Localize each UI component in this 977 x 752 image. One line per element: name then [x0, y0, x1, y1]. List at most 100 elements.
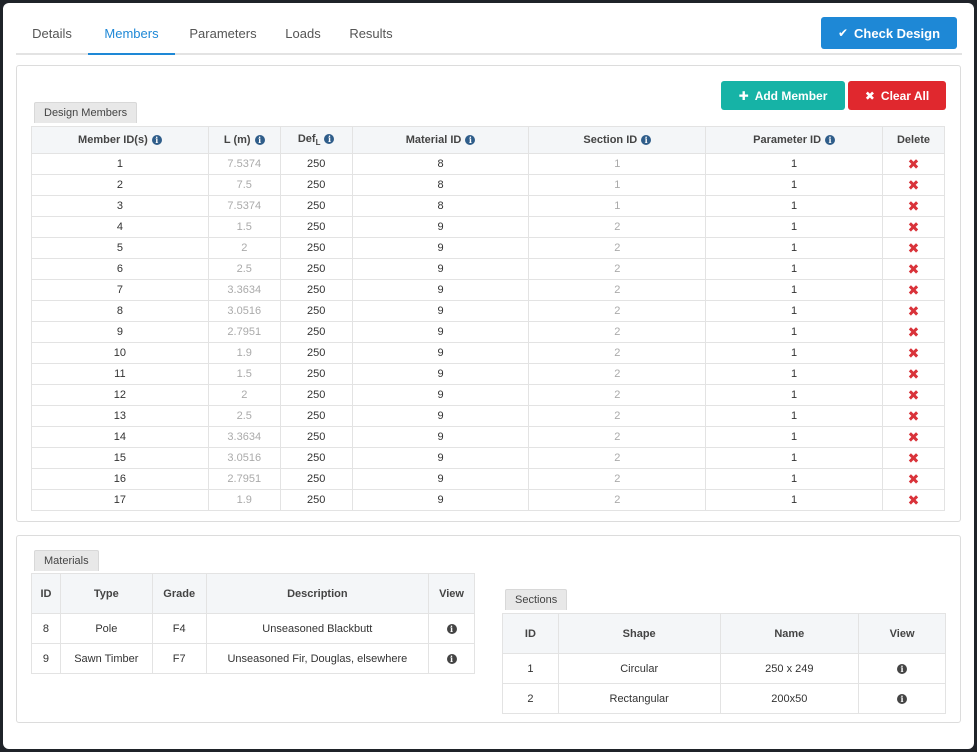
info-icon[interactable]: i [641, 135, 652, 146]
delete-x-icon[interactable]: ✖ [907, 449, 920, 466]
def-cell[interactable]: 250 [279, 216, 353, 238]
delete-x-icon[interactable]: ✖ [907, 386, 920, 403]
parameter-id-cell[interactable]: 1 [705, 447, 883, 469]
def-cell[interactable]: 250 [279, 468, 353, 490]
delete-x-icon[interactable]: ✖ [907, 239, 920, 256]
tab-details[interactable]: Details [32, 26, 72, 41]
member-id-cell[interactable]: 15 [31, 447, 209, 469]
def-cell[interactable]: 250 [279, 279, 353, 301]
parameter-id-cell[interactable]: 1 [705, 384, 883, 406]
parameter-id-cell[interactable]: 1 [705, 216, 883, 238]
material-id-cell[interactable]: 9 [351, 426, 530, 448]
material-id-cell[interactable]: 9 [351, 258, 530, 280]
add-member-button[interactable]: ✚ Add Member [721, 81, 845, 110]
delete-x-icon[interactable]: ✖ [907, 302, 920, 319]
check-design-button[interactable]: ✔ Check Design [821, 17, 957, 49]
member-id-cell[interactable]: 12 [31, 384, 209, 406]
def-cell[interactable]: 250 [279, 489, 353, 511]
tab-members[interactable]: Members [88, 17, 175, 55]
delete-x-icon[interactable]: ✖ [907, 344, 920, 361]
parameter-id-cell[interactable]: 1 [705, 300, 883, 322]
parameter-id-cell[interactable]: 1 [705, 258, 883, 280]
parameter-id-cell[interactable]: 1 [705, 468, 883, 490]
parameter-id-cell[interactable]: 1 [705, 153, 883, 175]
parameter-id-cell[interactable]: 1 [705, 405, 883, 427]
material-id-cell[interactable]: 9 [351, 216, 530, 238]
member-id-cell[interactable]: 16 [31, 468, 209, 490]
material-id-cell[interactable]: 8 [351, 153, 530, 175]
material-id-cell[interactable]: 9 [351, 468, 530, 490]
member-id-cell[interactable]: 4 [31, 216, 209, 238]
material-id-cell[interactable]: 9 [351, 342, 530, 364]
def-cell[interactable]: 250 [279, 363, 353, 385]
info-icon[interactable]: i [897, 663, 908, 674]
member-id-cell[interactable]: 13 [31, 405, 209, 427]
def-cell[interactable]: 250 [279, 300, 353, 322]
info-icon[interactable]: i [446, 623, 457, 634]
tab-loads[interactable]: Loads [285, 26, 321, 41]
delete-x-icon[interactable]: ✖ [907, 260, 920, 277]
def-cell[interactable]: 250 [279, 174, 353, 196]
def-cell[interactable]: 250 [279, 321, 353, 343]
parameter-id-cell[interactable]: 1 [705, 237, 883, 259]
member-id-cell[interactable]: 3 [31, 195, 209, 217]
def-cell[interactable]: 250 [279, 258, 353, 280]
def-cell[interactable]: 250 [279, 342, 353, 364]
parameter-id-cell[interactable]: 1 [705, 342, 883, 364]
def-cell[interactable]: 250 [279, 447, 353, 469]
info-icon[interactable]: i [254, 135, 265, 146]
def-cell[interactable]: 250 [279, 195, 353, 217]
delete-x-icon[interactable]: ✖ [907, 281, 920, 298]
material-id-cell[interactable]: 8 [351, 195, 530, 217]
material-id-cell[interactable]: 9 [351, 384, 530, 406]
delete-x-icon[interactable]: ✖ [907, 155, 920, 172]
member-id-cell[interactable]: 8 [31, 300, 209, 322]
clear-all-button[interactable]: ✖ Clear All [848, 81, 946, 110]
parameter-id-cell[interactable]: 1 [705, 174, 883, 196]
material-id-cell[interactable]: 9 [351, 237, 530, 259]
delete-x-icon[interactable]: ✖ [907, 470, 920, 487]
delete-x-icon[interactable]: ✖ [907, 323, 920, 340]
member-id-cell[interactable]: 11 [31, 363, 209, 385]
tab-parameters[interactable]: Parameters [189, 26, 257, 41]
def-cell[interactable]: 250 [279, 426, 353, 448]
delete-x-icon[interactable]: ✖ [907, 428, 920, 445]
def-cell[interactable]: 250 [279, 153, 353, 175]
def-cell[interactable]: 250 [279, 237, 353, 259]
material-id-cell[interactable]: 9 [351, 279, 530, 301]
delete-x-icon[interactable]: ✖ [907, 197, 920, 214]
parameter-id-cell[interactable]: 1 [705, 363, 883, 385]
info-icon[interactable]: i [465, 135, 476, 146]
delete-x-icon[interactable]: ✖ [907, 365, 920, 382]
material-id-cell[interactable]: 9 [351, 405, 530, 427]
delete-x-icon[interactable]: ✖ [907, 407, 920, 424]
info-icon[interactable]: i [825, 135, 836, 146]
member-id-cell[interactable]: 6 [31, 258, 209, 280]
parameter-id-cell[interactable]: 1 [705, 321, 883, 343]
member-id-cell[interactable]: 10 [31, 342, 209, 364]
material-id-cell[interactable]: 8 [351, 174, 530, 196]
parameter-id-cell[interactable]: 1 [705, 426, 883, 448]
delete-x-icon[interactable]: ✖ [907, 176, 920, 193]
info-icon[interactable]: i [324, 134, 335, 144]
member-id-cell[interactable]: 1 [31, 153, 209, 175]
member-id-cell[interactable]: 5 [31, 237, 209, 259]
material-id-cell[interactable]: 9 [351, 300, 530, 322]
member-id-cell[interactable]: 7 [31, 279, 209, 301]
member-id-cell[interactable]: 17 [31, 489, 209, 511]
material-id-cell[interactable]: 9 [351, 363, 530, 385]
tab-results[interactable]: Results [349, 26, 393, 41]
parameter-id-cell[interactable]: 1 [705, 195, 883, 217]
material-id-cell[interactable]: 9 [351, 447, 530, 469]
parameter-id-cell[interactable]: 1 [705, 279, 883, 301]
material-id-cell[interactable]: 9 [351, 489, 530, 511]
member-id-cell[interactable]: 2 [31, 174, 209, 196]
def-cell[interactable]: 250 [279, 384, 353, 406]
info-icon[interactable]: i [151, 135, 162, 146]
def-cell[interactable]: 250 [279, 405, 353, 427]
info-icon[interactable]: i [446, 653, 457, 664]
delete-x-icon[interactable]: ✖ [907, 218, 920, 235]
parameter-id-cell[interactable]: 1 [705, 489, 883, 511]
material-id-cell[interactable]: 9 [351, 321, 530, 343]
member-id-cell[interactable]: 14 [31, 426, 209, 448]
